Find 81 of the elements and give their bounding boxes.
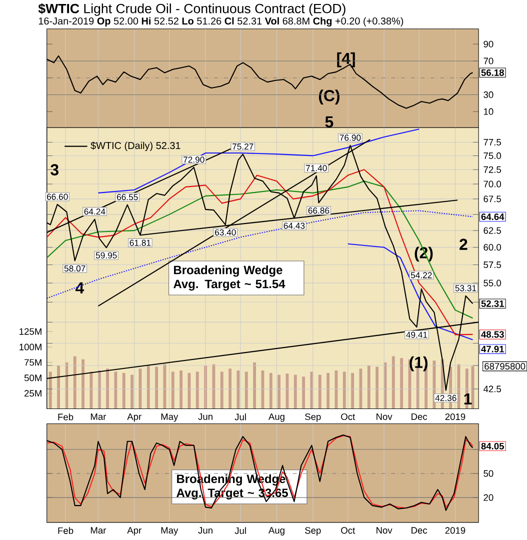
- y-tick-label: 55.0: [484, 280, 501, 286]
- annotation: 72.90: [183, 156, 204, 163]
- y-tick-label: 60.0: [484, 244, 501, 251]
- y-tick-label: 20: [484, 494, 494, 501]
- x-tick-label: Oct: [341, 413, 356, 420]
- annotation: 53.31: [455, 285, 476, 292]
- x-tick-label: 2019: [445, 413, 466, 420]
- annotation: 66.86: [308, 208, 330, 214]
- x-tick-label: Mar: [90, 413, 106, 420]
- annotation: 2: [460, 238, 468, 250]
- x-tick-label: Dec: [411, 527, 428, 534]
- x-tick-label: 2019: [445, 527, 466, 534]
- y-tick-label: 72.5: [484, 166, 501, 173]
- y2-tick-label: 75M: [24, 359, 42, 366]
- x-tick-label: Apr: [127, 413, 142, 422]
- data-label: 64.64: [481, 213, 504, 220]
- text: 68795800: [484, 363, 526, 370]
- x-tick-label: Mar: [90, 527, 106, 534]
- annotation: 76.90: [340, 134, 361, 141]
- y-tick-label: 30: [484, 91, 494, 98]
- x-tick-label: Jul: [234, 527, 246, 534]
- data-label: 84.05: [481, 442, 504, 450]
- x-tick-label: May: [161, 413, 178, 422]
- x-tick-label: Sep: [304, 413, 321, 422]
- data-label: 52.31: [481, 300, 504, 307]
- x-tick-label: May: [161, 527, 178, 536]
- annotation: (1): [410, 356, 428, 372]
- y2-tick-label: 100M: [20, 344, 42, 350]
- y-tick-label: 67.5: [484, 196, 501, 202]
- y-tick-label: 75.0: [484, 152, 501, 159]
- annotation: 61.81: [130, 240, 151, 246]
- annotation: 59.95: [96, 252, 117, 258]
- annotation: [4]: [337, 52, 355, 68]
- annotation: 64.24: [84, 208, 106, 215]
- y-tick-label: 70: [484, 58, 494, 64]
- x-tick-label: Feb: [58, 413, 74, 420]
- chart-title: $WTIC Light Crude Oil - Continuous Contract (EOD): [38, 3, 346, 16]
- x-tick-label: Jul: [234, 413, 246, 420]
- x-tick-label: Aug: [268, 527, 284, 536]
- annotation: 66.55: [116, 194, 138, 200]
- legend-label: $WTIC (Daily) 52.31: [90, 142, 180, 152]
- x-tick-label: Feb: [58, 527, 74, 534]
- y2-tick-label: 50M: [24, 374, 42, 382]
- y-tick-label: 50: [484, 470, 494, 477]
- annotation: 75.27: [232, 143, 254, 150]
- y2-tick-label: 25M: [24, 390, 42, 397]
- y2-tick-label: 125M: [20, 328, 42, 335]
- x-tick-label: Dec: [412, 413, 428, 420]
- y-tick-label: 77.5: [484, 139, 501, 146]
- annotation: 49.41: [406, 332, 428, 338]
- annotation: 64.43: [284, 222, 305, 229]
- x-tick-label: Jun: [198, 527, 212, 534]
- x-tick-label: Apr: [127, 527, 142, 536]
- y-tick-label: 90: [484, 40, 494, 48]
- annotation: (C): [318, 90, 340, 104]
- y-tick-label: 42.5: [483, 386, 501, 392]
- data-label: 56.18: [481, 69, 504, 76]
- annotation: 3: [50, 164, 58, 176]
- x-tick-label: Sep: [304, 527, 321, 536]
- annotation: 54.22: [410, 272, 432, 278]
- annotation: 1: [464, 393, 472, 404]
- annotation: 58.07: [64, 265, 86, 272]
- x-tick-label: Oct: [341, 527, 356, 534]
- y-tick-label: 70.0: [484, 180, 501, 188]
- text: 16-Jan-2019 Op 52.00 Hi 52.52 Lo 51.26 Cl 52.31 Vol 68.8M Chg +0.20 (+0.38%): [38, 17, 404, 27]
- annotation: 42.36: [435, 394, 456, 402]
- y-tick-label: 62.5: [484, 227, 501, 234]
- data-label: 47.91: [481, 346, 504, 352]
- annotation: 66.60: [46, 194, 68, 200]
- x-tick-label: Aug: [268, 413, 284, 422]
- annotation: Broadening Wedge Avg. Target ~ 51.54: [173, 265, 286, 291]
- x-tick-label: Jun: [198, 413, 212, 420]
- annotation: 4: [75, 282, 84, 294]
- annotation: 5: [325, 116, 334, 128]
- data-label: 48.53: [481, 331, 504, 338]
- x-tick-label: Nov: [376, 527, 392, 534]
- y-tick-label: 10: [484, 108, 494, 115]
- annotation: 63.40: [214, 229, 236, 236]
- y-tick-label: 57.5: [484, 262, 501, 268]
- x-tick-label: Nov: [376, 413, 392, 420]
- annotation: 71.40: [306, 165, 327, 172]
